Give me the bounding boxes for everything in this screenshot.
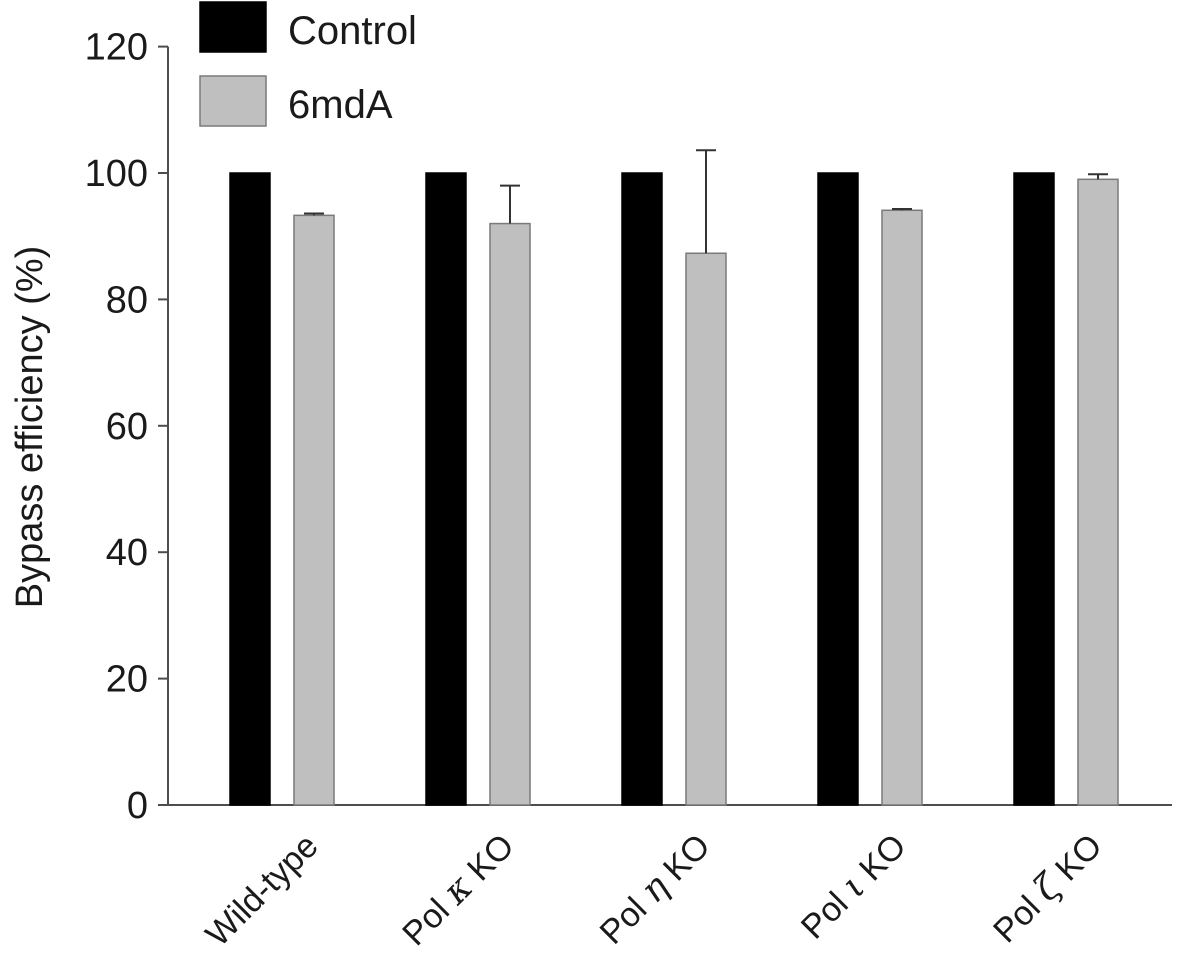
legend-swatch-control <box>199 1 267 53</box>
y-tick-label: 20 <box>106 659 148 701</box>
y-tick-label: 60 <box>106 406 148 448</box>
y-tick-label: 100 <box>85 153 148 195</box>
y-tick-label: 40 <box>106 532 148 574</box>
legend-swatch-6mda <box>199 75 267 127</box>
y-tick-label: 80 <box>106 279 148 321</box>
y-tick-label: 120 <box>85 27 148 69</box>
bar-control-1 <box>425 172 467 806</box>
y-axis-label: Bypass efficiency (%) <box>9 246 51 609</box>
x-tick-label-4: Pol ζ KO <box>985 825 1111 951</box>
bars <box>229 172 1119 806</box>
y-tick-label: 0 <box>127 785 148 827</box>
bar-6mda-3 <box>881 209 923 806</box>
legend-label-6mda: 6mdA <box>288 83 393 127</box>
x-tick-label-0: Wild-type <box>199 827 326 954</box>
bar-control-4 <box>1013 172 1055 806</box>
x-tick-label-2: Pol η KO <box>591 825 718 952</box>
bar-6mda-2 <box>685 252 727 806</box>
x-tick-label-prefix: Wild-type <box>199 827 326 954</box>
bar-6mda-0 <box>293 214 335 806</box>
bar-6mda-4 <box>1077 178 1119 806</box>
legend-label-control: Control <box>288 9 417 53</box>
x-axis-ticks: Wild-type Pol κ KO Pol η KO Pol ι KO Pol ζ K… <box>199 825 1111 954</box>
bar-control-2 <box>621 172 663 806</box>
x-tick-label-1: Pol κ KO <box>394 825 523 954</box>
bar-control-3 <box>817 172 859 806</box>
bar-control-0 <box>229 172 271 806</box>
bar-6mda-1 <box>489 222 531 806</box>
error-bars <box>304 149 1108 254</box>
legend: Control 6mdA <box>199 1 417 127</box>
axes: 0 20 40 60 80 100 120 <box>85 27 1172 827</box>
x-tick-label-3: Pol ι KO <box>793 825 915 947</box>
